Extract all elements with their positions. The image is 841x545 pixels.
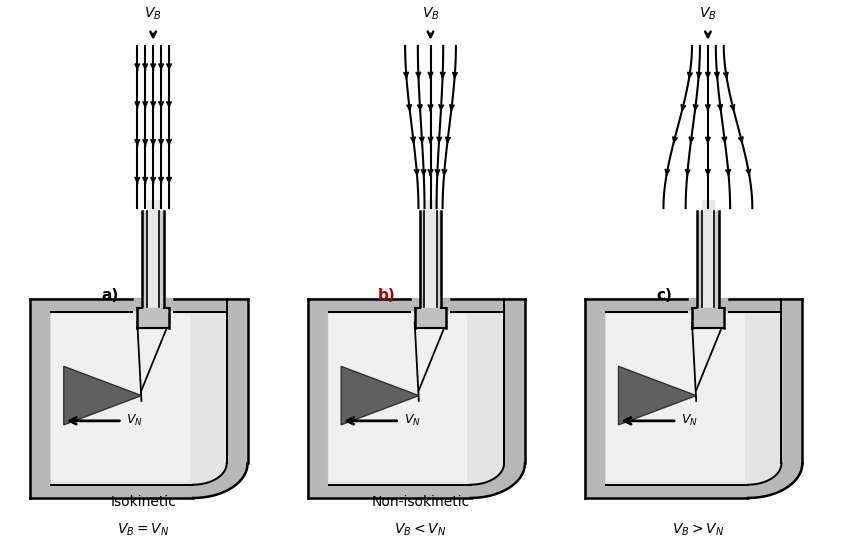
Text: a): a)	[101, 288, 119, 303]
Polygon shape	[329, 314, 467, 480]
Text: $V_N$: $V_N$	[681, 413, 698, 428]
Polygon shape	[30, 299, 247, 498]
Text: $V_B$: $V_B$	[699, 5, 717, 22]
Polygon shape	[415, 307, 447, 328]
Polygon shape	[692, 307, 724, 328]
Polygon shape	[147, 200, 160, 312]
Polygon shape	[585, 299, 802, 498]
Text: Isokinetic: Isokinetic	[110, 495, 176, 510]
Polygon shape	[51, 312, 227, 485]
Text: $V_B=V_N$: $V_B=V_N$	[117, 522, 169, 538]
Text: $V_B > V_N$: $V_B > V_N$	[672, 522, 724, 538]
Polygon shape	[697, 211, 719, 312]
Text: $V_B < V_N$: $V_B < V_N$	[394, 522, 447, 538]
Polygon shape	[606, 314, 743, 480]
Text: Non-isokinetic: Non-isokinetic	[372, 495, 469, 510]
Polygon shape	[420, 211, 442, 312]
Polygon shape	[341, 366, 419, 425]
Text: $V_B$: $V_B$	[421, 5, 439, 22]
Text: $V_N$: $V_N$	[126, 413, 143, 428]
Polygon shape	[701, 200, 714, 312]
Polygon shape	[308, 299, 525, 498]
Text: c): c)	[657, 288, 673, 303]
Polygon shape	[64, 366, 141, 425]
Polygon shape	[142, 211, 164, 312]
Polygon shape	[424, 200, 436, 312]
Text: $V_N$: $V_N$	[404, 413, 420, 428]
Polygon shape	[618, 366, 696, 425]
Polygon shape	[51, 314, 189, 480]
Text: b): b)	[378, 288, 396, 303]
Polygon shape	[606, 312, 781, 485]
Polygon shape	[329, 312, 504, 485]
Text: $V_B$: $V_B$	[145, 5, 162, 22]
Polygon shape	[137, 307, 169, 328]
